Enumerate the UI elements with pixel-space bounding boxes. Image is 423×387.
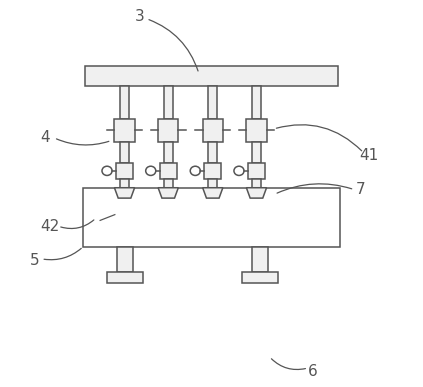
Bar (252, 179, 261, 188)
Bar (160, 163, 177, 179)
Text: 7: 7 (356, 182, 365, 197)
Circle shape (146, 166, 156, 175)
Bar (115, 118, 135, 142)
Bar (242, 272, 277, 283)
Bar (164, 179, 173, 188)
Bar (120, 86, 129, 118)
Text: 41: 41 (360, 147, 379, 163)
Bar (252, 86, 261, 118)
Bar (203, 118, 223, 142)
Bar (208, 86, 217, 118)
Bar (164, 86, 173, 118)
Bar (164, 142, 173, 163)
Text: 6: 6 (308, 363, 317, 378)
Text: 3: 3 (135, 9, 145, 24)
Bar (121, 188, 129, 198)
Circle shape (190, 166, 201, 175)
Circle shape (102, 166, 112, 175)
Polygon shape (203, 188, 223, 198)
Bar (208, 142, 217, 163)
Polygon shape (158, 188, 179, 198)
Bar (252, 247, 268, 272)
Bar (252, 142, 261, 163)
Bar (252, 188, 261, 198)
Text: 5: 5 (30, 253, 40, 268)
Polygon shape (115, 188, 135, 198)
Bar (164, 188, 173, 198)
Bar (204, 163, 221, 179)
Bar (248, 163, 265, 179)
Text: 4: 4 (41, 130, 50, 145)
Bar (246, 118, 266, 142)
Circle shape (234, 166, 244, 175)
Bar (107, 272, 143, 283)
Bar (120, 179, 129, 188)
Bar (83, 188, 340, 247)
Text: 42: 42 (40, 219, 59, 234)
Bar (208, 179, 217, 188)
Bar (117, 247, 133, 272)
Bar (85, 66, 338, 86)
Polygon shape (246, 188, 266, 198)
Bar (209, 188, 217, 198)
Bar (120, 142, 129, 163)
Bar (158, 118, 179, 142)
Bar (116, 163, 133, 179)
